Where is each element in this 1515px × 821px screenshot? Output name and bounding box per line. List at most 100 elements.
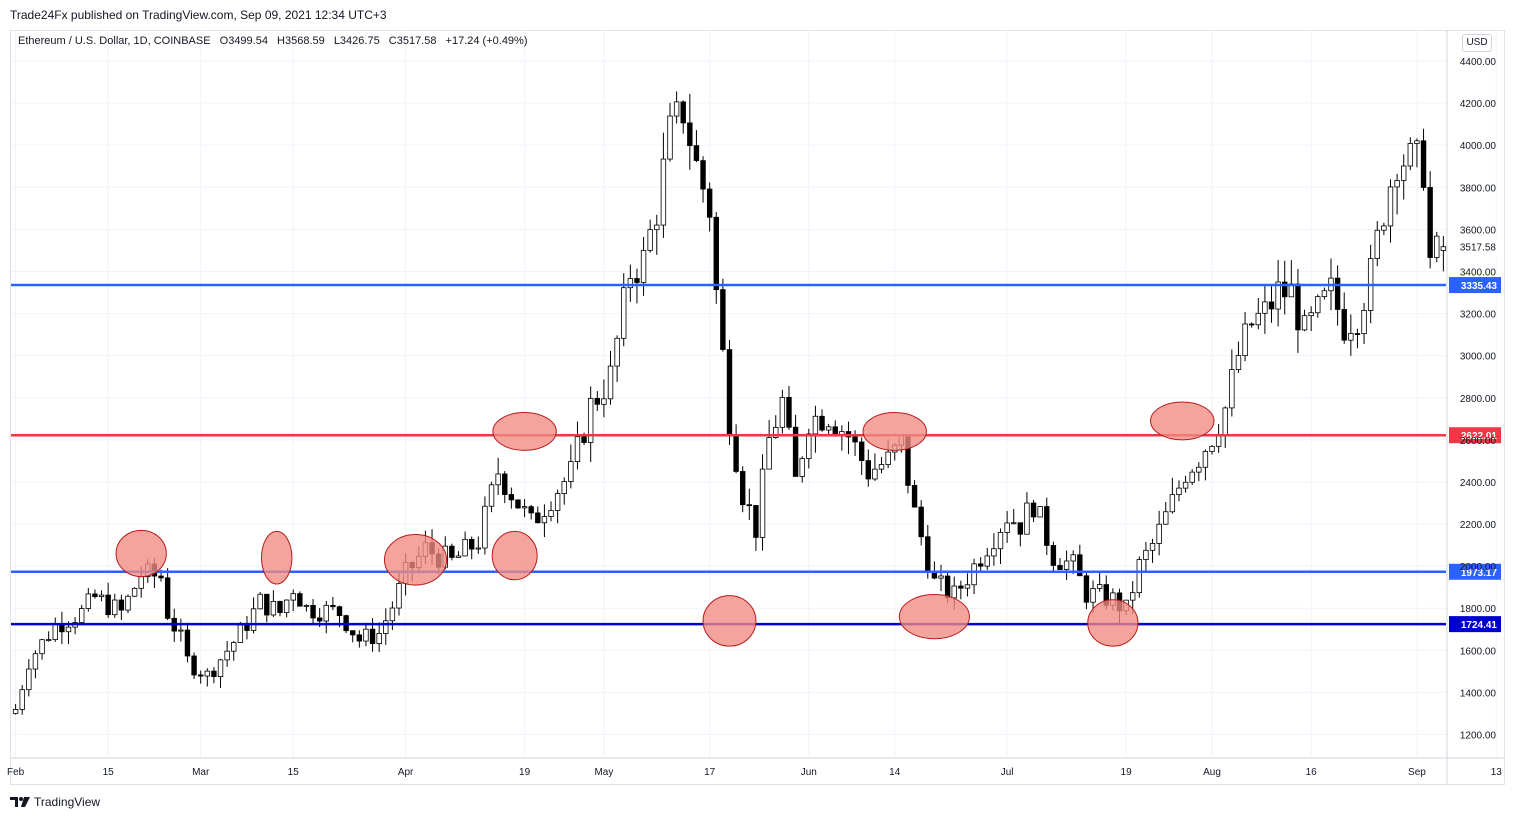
candle-body	[852, 436, 858, 443]
y-tick-label: 3600.00	[1460, 225, 1497, 236]
candle-body	[283, 599, 290, 613]
highlight-zone	[261, 530, 293, 585]
candle-body	[568, 461, 574, 482]
candle-body	[938, 575, 944, 579]
level-price-tag	[1449, 616, 1501, 633]
candle-body	[1420, 140, 1427, 188]
footer-brand[interactable]: TradingView	[10, 795, 100, 809]
candle-body	[19, 689, 25, 710]
chart-frame	[10, 30, 1505, 785]
candle-body	[687, 122, 693, 147]
candle-body	[925, 536, 931, 573]
candles	[12, 91, 1447, 715]
axes: 1200.00 1400.00 1600.00 1800.00 2000.00 2200.…	[7, 31, 1505, 784]
candle-body	[396, 583, 402, 609]
candle-body	[1202, 450, 1209, 468]
candle-body	[508, 494, 515, 501]
candle-body	[1262, 301, 1268, 314]
candle-body	[528, 506, 534, 514]
highlight-zone	[898, 594, 970, 640]
candle-body	[872, 468, 878, 480]
candle-body	[1050, 545, 1057, 566]
candle-body	[65, 626, 72, 633]
candle-body	[191, 655, 197, 676]
highlight-zones	[115, 401, 1215, 647]
candle-body	[449, 545, 455, 558]
candle-body	[1321, 290, 1328, 298]
candle-body	[32, 653, 39, 670]
x-tick-label: Sep	[1408, 767, 1426, 778]
candle-body	[832, 426, 838, 436]
candle-body	[667, 115, 673, 160]
x-tick-label: Aug	[1203, 767, 1221, 778]
candle-body	[878, 464, 885, 470]
highlight-zone	[383, 534, 448, 586]
candle-body	[45, 639, 52, 642]
candle-body	[12, 709, 19, 714]
candle-body	[713, 216, 719, 291]
candle-body	[554, 493, 561, 511]
candle-body	[475, 547, 482, 550]
candle-body	[673, 101, 680, 117]
candle-body	[231, 642, 237, 652]
candle-body	[290, 593, 296, 601]
candle-body	[1301, 315, 1308, 331]
candle-body	[85, 593, 92, 609]
candle-body	[383, 620, 389, 634]
candle-body	[521, 506, 528, 509]
candle-body	[1374, 229, 1380, 259]
candle-body	[1063, 560, 1070, 570]
candle-body	[706, 188, 713, 218]
currency-badge[interactable]: USD	[1462, 34, 1492, 52]
candle-body	[1149, 543, 1156, 551]
candle-body	[138, 576, 144, 589]
candle-body	[740, 471, 746, 506]
candle-body	[806, 433, 812, 459]
candle-body	[1308, 312, 1314, 317]
candle-body	[1275, 281, 1281, 310]
candle-body	[488, 484, 495, 507]
candle-body	[1235, 355, 1242, 371]
candle-body	[1037, 506, 1043, 518]
candle-body	[1222, 407, 1228, 437]
candle-body	[330, 604, 336, 608]
candle-body	[627, 278, 634, 289]
candle-body	[224, 650, 230, 661]
candle-body	[1189, 471, 1195, 483]
candle-body	[462, 538, 468, 557]
candle-body	[541, 516, 548, 524]
level-price-label: 2622.01	[1461, 431, 1498, 442]
candle-body	[1248, 323, 1255, 326]
candle-body	[237, 624, 244, 643]
x-tick-label: 13	[1491, 767, 1503, 778]
candle-body	[1090, 588, 1096, 603]
candle-body	[581, 436, 587, 443]
candle-body	[1282, 281, 1288, 298]
x-tick-label: Apr	[398, 767, 414, 778]
candle-body	[204, 670, 210, 677]
candle-body	[640, 249, 647, 283]
x-tick-label: 19	[1121, 767, 1133, 778]
candle-body	[112, 599, 118, 616]
candle-body	[865, 460, 871, 480]
candle-body	[482, 505, 488, 549]
candle-body	[726, 349, 733, 437]
x-tick-label: 15	[103, 767, 115, 778]
candle-body	[766, 437, 772, 470]
level-price-label: 1724.41	[1461, 620, 1498, 631]
candle-body	[1096, 584, 1103, 589]
level-price-label: 3335.43	[1461, 281, 1498, 292]
candle-body	[1361, 310, 1367, 335]
candle-body	[217, 659, 224, 678]
candle-body	[759, 468, 766, 538]
candle-body	[984, 555, 990, 567]
candle-body	[158, 575, 164, 579]
candle-body	[1024, 502, 1030, 535]
candle-body	[125, 595, 131, 611]
candle-body	[587, 397, 594, 443]
candle-body	[244, 624, 250, 631]
candle-body	[574, 436, 581, 462]
candle-body	[1136, 559, 1143, 594]
candle-body	[1070, 554, 1076, 562]
